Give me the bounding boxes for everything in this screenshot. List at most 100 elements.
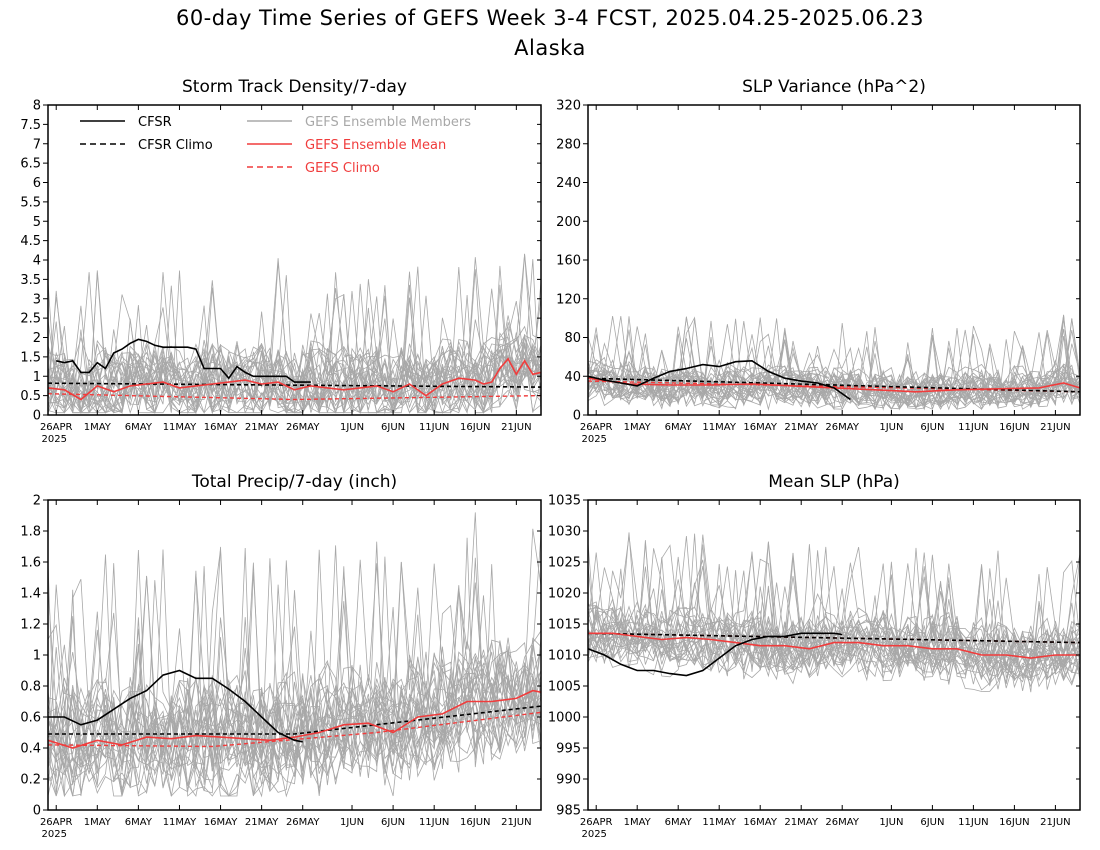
y-tick-label: 1010 [548,649,581,664]
series-cfsr [48,669,303,743]
x-tick-label: 11MAY [702,422,736,433]
legend: CFSR CFSR Climo GEFS Ensemble Members GEFS … [80,115,471,176]
x-tick-label: 21MAY [245,817,279,828]
x-tick-label: 21MAY [245,422,279,433]
ensemble-member-line [588,579,1080,677]
series-cfsr-climo [588,377,1080,393]
y-tick-label: 0.4 [20,742,41,757]
y-tick-label: 5.5 [20,195,41,210]
x-tick-label: 16MAY [204,422,238,433]
y-tick-label: 80 [564,331,581,346]
chart-panel-1: Storm Track Density/7-day 0 0.5 1 1.5 2 2.5 3 3.… [20,77,542,445]
y-tick-label: 1000 [548,711,581,726]
series-gefs-ensemble-mean [48,689,541,749]
y-tick-label: 40 [564,370,581,385]
y-tick-label: 1005 [548,680,581,695]
y-tick-label: 1 [33,370,41,385]
y-tick-label: 6.5 [20,157,41,172]
x-tick-label: 6JUN [381,422,405,433]
y-tick-label: 1015 [548,618,581,633]
x-tick-label: 26APR [40,422,73,433]
series-cfsr [588,359,851,401]
ensemble-member-line [588,316,1080,411]
ensemble-member-line [588,315,1080,404]
series-gefs-ensemble-mean [588,377,1080,393]
ensemble-member-line [48,270,541,413]
series-gefs-climo [48,393,541,401]
ensemble-members [588,314,1080,411]
x-tick-label: 21JUN [1040,422,1070,433]
ensemble-member-line [48,270,541,414]
ensemble-member-line [48,546,541,787]
ensemble-member-line [48,566,541,790]
ensemble-members [48,253,541,415]
y-tick-label: 995 [556,742,581,757]
ensemble-member-line [48,254,541,405]
ensemble-member-line [48,637,541,797]
chart-title: Storm Track Density/7-day [182,77,407,97]
legend-label: GEFS Ensemble Mean [305,138,446,153]
ensemble-member-line [48,288,541,413]
x-tick-label: 26MAY [286,817,320,828]
y-tick-label: 7.5 [20,118,41,133]
x-tick-label: 21JUN [501,817,531,828]
x-tick-label: 21MAY [784,422,818,433]
x-tick-label: 6JUN [381,817,405,828]
y-tick-label: 0 [33,409,41,424]
series-cfsr [56,338,311,383]
x-tick-label: 6MAY [665,422,693,433]
x-year-label: 2025 [41,829,66,840]
y-tick-label: 1.4 [20,587,41,602]
ensemble-member-line [48,566,541,779]
series-gefs-ensemble-mean [588,632,1080,659]
ensemble-member-line [48,541,541,771]
y-tick-label: 1.2 [20,618,41,633]
ensemble-member-line [48,626,541,760]
chart-title: SLP Variance (hPa^2) [742,77,926,97]
ensemble-member-line [588,532,1080,680]
ensemble-member-line [48,562,541,769]
y-tick-label: 1.8 [20,525,41,540]
ensemble-member-line [48,295,541,404]
x-tick-label: 26MAY [825,422,859,433]
x-year-label: 2025 [41,434,66,445]
x-tick-label: 1MAY [624,817,652,828]
chart-panel-4: Mean SLP (hPa) 985 990 995 1000 1005 1010 1015 1… [548,472,1081,840]
x-tick-label: 6MAY [665,817,693,828]
ensemble-member-line [588,566,1080,693]
y-tick-label: 0.5 [20,389,41,404]
y-tick-label: 1.5 [20,350,41,365]
y-tick-label: 2 [33,494,41,509]
y-tick-label: 200 [556,215,581,230]
ensemble-member-line [588,329,1080,407]
x-tick-label: 1JUN [879,422,903,433]
y-tick-label: 5 [33,215,41,230]
legend-label: CFSR Climo [138,138,213,153]
series-cfsr-climo [588,632,1080,644]
series-cfsr [588,632,843,677]
legend-label: GEFS Ensemble Members [305,115,471,130]
x-tick-label: 16MAY [743,817,777,828]
ensemble-member-line [588,367,1080,409]
ensemble-members [588,532,1080,693]
y-tick-label: 2 [33,331,41,346]
ensemble-member-line [588,343,1080,402]
x-tick-label: 11JUN [419,422,449,433]
y-tick-label: 4 [33,254,41,269]
ensemble-member-line [48,580,541,774]
y-tick-label: 3.5 [20,273,41,288]
ensemble-member-line [588,330,1080,409]
figure-subtitle-region: Alaska [514,36,586,60]
chart-title: Total Precip/7-day (inch) [191,472,397,492]
x-tick-label: 21JUN [1040,817,1070,828]
y-tick-label: 1030 [548,525,581,540]
x-tick-label: 6JUN [920,817,944,828]
x-tick-label: 1MAY [624,422,652,433]
figure-title: 60-day Time Series of GEFS Week 3-4 FCST… [175,6,925,30]
y-tick-label: 1025 [548,556,581,571]
ensemble-member-line [588,541,1080,682]
x-tick-label: 11MAY [163,817,197,828]
y-tick-label: 320 [556,99,581,114]
y-tick-label: 990 [556,773,581,788]
